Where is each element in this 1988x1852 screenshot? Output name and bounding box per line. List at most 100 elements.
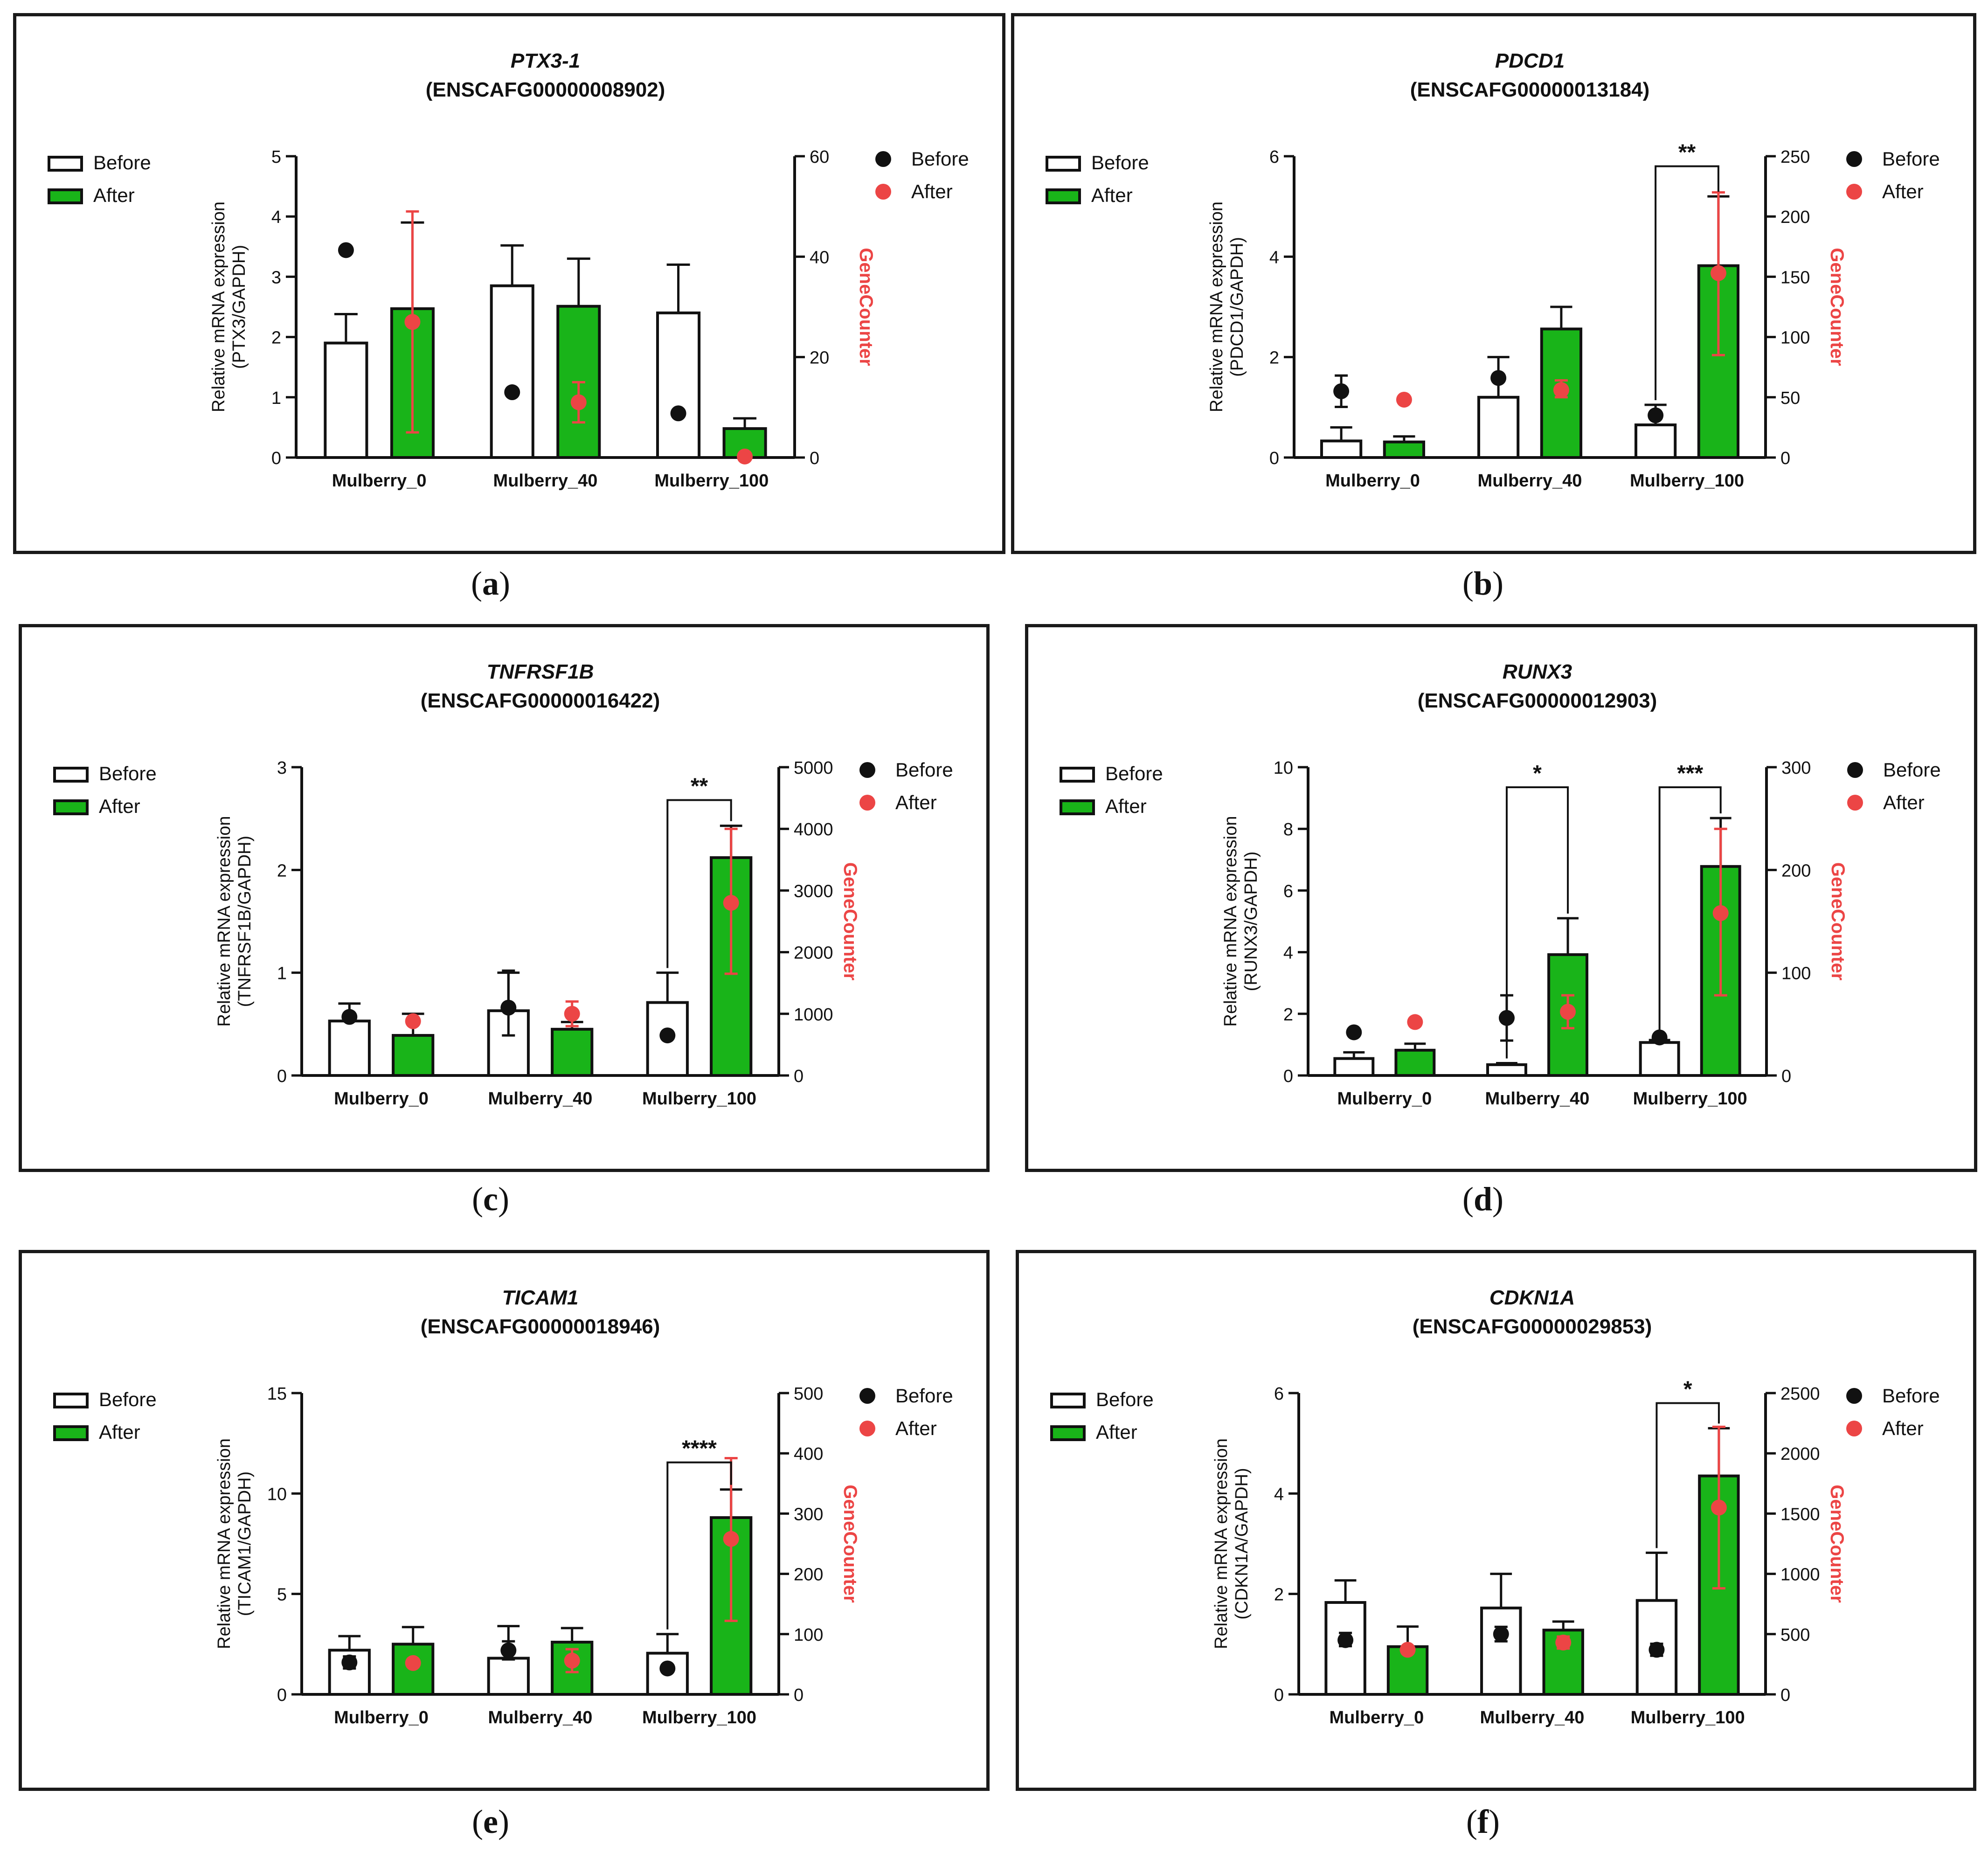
legend-label-before-bar-d: Before xyxy=(1105,763,1163,784)
bar-before-d-2 xyxy=(1639,1041,1680,1077)
legend-label-before-dot-f: Before xyxy=(1882,1385,1940,1407)
legend-label-after-bar-c: After xyxy=(99,795,140,817)
y-tick-label-left-f-2: 4 xyxy=(1274,1484,1284,1504)
y-tick-label-left-c-1: 1 xyxy=(277,964,287,984)
sig-bracket-b-0 xyxy=(1655,165,1719,400)
dot-before-b-1 xyxy=(1490,370,1507,386)
dot-before-a-0 xyxy=(338,242,354,258)
dot-after-b-2 xyxy=(1710,265,1726,281)
y-tick-label-right-b-0: 0 xyxy=(1780,449,1790,468)
y-tick-label-right-c-5: 5000 xyxy=(794,758,833,778)
legend-dot-before-e xyxy=(859,1388,875,1404)
y-axis-label-right-f: GeneCounter xyxy=(1827,1484,1847,1602)
caption-d: (d) xyxy=(1462,1180,1503,1218)
legend-swatch-after-bar-d xyxy=(1060,799,1095,815)
y-tick-label-left-a-1: 1 xyxy=(271,388,281,408)
chart-title-gene-e: TICAM1 xyxy=(502,1286,579,1309)
y-tick-label-right-f-3: 1500 xyxy=(1780,1505,1820,1524)
legend-label-before-bar-a: Before xyxy=(93,152,151,173)
y-tick-label-left-e-2: 10 xyxy=(267,1484,287,1504)
y-tick-label-right-d-3: 300 xyxy=(1781,758,1811,778)
legend-label-before-dot-e: Before xyxy=(895,1385,953,1407)
legend-label-before-dot-d: Before xyxy=(1883,759,1941,781)
y-tick-label-right-e-3: 300 xyxy=(794,1505,823,1524)
y-tick-label-left-b-3: 6 xyxy=(1269,147,1279,167)
legend-label-after-bar-d: After xyxy=(1105,795,1147,817)
y-tick-label-right-f-1: 500 xyxy=(1780,1625,1810,1645)
legend-dot-after-d xyxy=(1847,795,1863,811)
x-tick-label-c-1: Mulberry_40 xyxy=(488,1089,593,1109)
dot-after-a-0 xyxy=(404,314,421,330)
x-tick-label-b-0: Mulberry_0 xyxy=(1325,471,1420,491)
sig-bracket-c-0 xyxy=(666,799,732,968)
bar-before-d-1 xyxy=(1486,1063,1527,1077)
x-tick-label-f-0: Mulberry_0 xyxy=(1329,1708,1424,1727)
dot-before-c-0 xyxy=(341,1009,358,1025)
chart-panel-d: RUNX3 (ENSCAFG00000012903) Before After Befo… xyxy=(1025,624,1977,1172)
legend-label-after-bar-f: After xyxy=(1096,1421,1137,1443)
chart-title-gene-b: PDCD1 xyxy=(1495,49,1565,72)
legend-swatch-after-bar-e xyxy=(53,1425,89,1441)
x-tick-label-f-2: Mulberry_100 xyxy=(1631,1708,1745,1727)
y-axis-label-left-e: Relative mRNA expression(TICAM1/GAPDH) xyxy=(215,1438,255,1649)
sig-label-e-0: **** xyxy=(682,1436,717,1461)
dot-after-f-1 xyxy=(1555,1634,1572,1651)
dot-after-c-0 xyxy=(405,1013,421,1029)
y-tick-label-left-e-1: 5 xyxy=(277,1585,287,1605)
x-tick-label-d-1: Mulberry_40 xyxy=(1485,1089,1590,1109)
y-axis-label-right-a: GeneCounter xyxy=(856,248,876,366)
dot-after-f-0 xyxy=(1399,1642,1416,1658)
legend-label-before-dot-a: Before xyxy=(911,148,969,170)
dot-before-e-0 xyxy=(341,1654,358,1671)
x-tick-label-b-2: Mulberry_100 xyxy=(1630,471,1744,491)
y-axis-label-line1-d: Relative mRNA expression xyxy=(1221,816,1240,1027)
y-tick-label-right-a-2: 40 xyxy=(810,248,829,267)
dot-before-a-1 xyxy=(504,384,520,401)
legend-dot-before-b xyxy=(1846,151,1862,167)
bar-before-f-0 xyxy=(1324,1601,1366,1696)
y-axis-label-left-c: Relative mRNA expression(TNFRSF1B/GAPDH) xyxy=(215,816,255,1027)
y-tick-label-left-c-3: 3 xyxy=(277,758,287,778)
legend-swatch-after-bar-a xyxy=(48,188,83,204)
chart-title-gene-a: PTX3-1 xyxy=(511,49,580,72)
bar-after-b-0 xyxy=(1383,440,1426,459)
chart-title-id-d: (ENSCAFG00000012903) xyxy=(1418,689,1657,712)
y-tick-label-left-f-1: 2 xyxy=(1274,1585,1284,1605)
legend-dot-after-f xyxy=(1846,1421,1862,1436)
y-tick-label-left-c-0: 0 xyxy=(277,1067,287,1086)
bar-after-d-0 xyxy=(1394,1048,1436,1077)
legend-label-after-dot-f: After xyxy=(1882,1417,1924,1439)
legend-swatch-before-bar-f xyxy=(1050,1393,1086,1408)
chart-panel-f: CDKN1A (ENSCAFG00000029853) Before After Bef… xyxy=(1016,1250,1976,1791)
y-axis-label-line1-e: Relative mRNA expression xyxy=(215,1438,234,1649)
dot-before-b-0 xyxy=(1333,383,1350,399)
y-axis-label-line2-b: (PDCD1/GAPDH) xyxy=(1227,237,1247,377)
sig-bracket-d-0 xyxy=(1505,786,1569,1059)
dot-before-c-2 xyxy=(659,1027,676,1044)
y-tick-label-left-e-3: 15 xyxy=(267,1384,287,1404)
y-tick-label-right-b-1: 50 xyxy=(1780,388,1800,408)
legend-label-before-bar-f: Before xyxy=(1096,1388,1154,1410)
legend-label-after-bar-a: After xyxy=(93,184,135,206)
dot-after-c-1 xyxy=(564,1006,580,1022)
legend-label-before-dot-b: Before xyxy=(1882,148,1940,170)
legend-swatch-before-bar-d xyxy=(1060,767,1095,783)
y-tick-label-left-d-3: 6 xyxy=(1283,881,1293,901)
dot-before-e-2 xyxy=(659,1660,676,1677)
bar-before-a-2 xyxy=(656,311,701,459)
bar-after-c-0 xyxy=(392,1034,435,1077)
y-tick-label-right-d-1: 100 xyxy=(1781,964,1811,984)
x-tick-label-e-1: Mulberry_40 xyxy=(488,1708,593,1727)
legend-dot-before-a xyxy=(875,151,891,167)
dot-before-e-1 xyxy=(500,1642,517,1658)
chart-f-svg: CDKN1A (ENSCAFG00000029853) Before After Bef… xyxy=(1050,1286,1940,1727)
chart-b-svg: PDCD1 (ENSCAFG00000013184) Before After Befo… xyxy=(1046,49,1940,491)
y-axis-label-right-b: GeneCounter xyxy=(1827,248,1847,366)
y-tick-label-right-c-2: 2000 xyxy=(794,943,833,963)
y-tick-label-right-d-0: 0 xyxy=(1781,1067,1791,1086)
y-tick-label-right-e-5: 500 xyxy=(794,1384,823,1404)
chart-a-svg: PTX3-1 (ENSCAFG00000008902) Before After Bef… xyxy=(48,49,969,491)
bar-before-f-1 xyxy=(1480,1606,1522,1696)
x-tick-label-f-1: Mulberry_40 xyxy=(1480,1708,1585,1727)
y-axis-label-line1-f: Relative mRNA expression xyxy=(1212,1438,1231,1649)
